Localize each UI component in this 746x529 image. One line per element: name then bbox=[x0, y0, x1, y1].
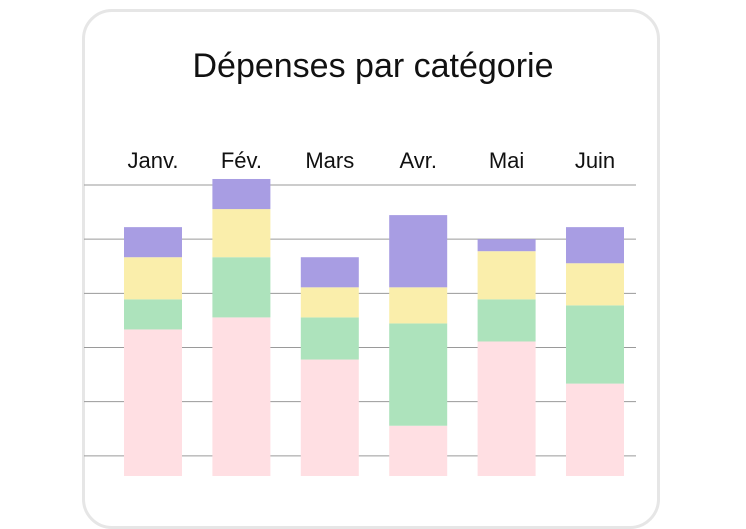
bar-segment bbox=[300, 359, 359, 476]
bar-segment bbox=[300, 287, 359, 318]
chart-title: Dépenses par catégorie bbox=[192, 47, 554, 85]
bar-segment bbox=[124, 329, 182, 476]
bars bbox=[124, 178, 624, 476]
bar-segment bbox=[389, 287, 448, 324]
bar-segment bbox=[300, 317, 359, 360]
bar-segment bbox=[477, 341, 536, 476]
category-label: Janv. bbox=[128, 148, 179, 173]
bar-segment bbox=[477, 239, 536, 252]
bar-segment bbox=[389, 323, 448, 426]
bar-segment bbox=[566, 383, 624, 476]
category-labels: Janv. Fév. Mars Avr. Mai Juin bbox=[128, 148, 616, 173]
bar-segment bbox=[477, 299, 536, 342]
bar-segment bbox=[389, 215, 448, 288]
bar-segment bbox=[124, 299, 182, 330]
bar-segment bbox=[124, 227, 182, 258]
bar-segment bbox=[477, 251, 536, 300]
bar-segment bbox=[212, 178, 271, 210]
bar-segment bbox=[566, 227, 624, 264]
category-label: Mai bbox=[489, 148, 524, 173]
bar-segment bbox=[124, 257, 182, 300]
bar-segment bbox=[212, 317, 271, 476]
bar-segment bbox=[566, 305, 624, 384]
bar-segment bbox=[389, 425, 448, 476]
bar-segment bbox=[212, 209, 271, 258]
category-label: Juin bbox=[575, 148, 615, 173]
category-label: Avr. bbox=[399, 148, 437, 173]
bar-segment bbox=[566, 263, 624, 306]
category-label: Fév. bbox=[221, 148, 262, 173]
stacked-bar-chart: Janv. Fév. Mars Avr. Mai Juin bbox=[84, 148, 636, 476]
category-label: Mars bbox=[305, 148, 354, 173]
bar-segment bbox=[300, 257, 359, 288]
bar-segment bbox=[212, 257, 271, 318]
